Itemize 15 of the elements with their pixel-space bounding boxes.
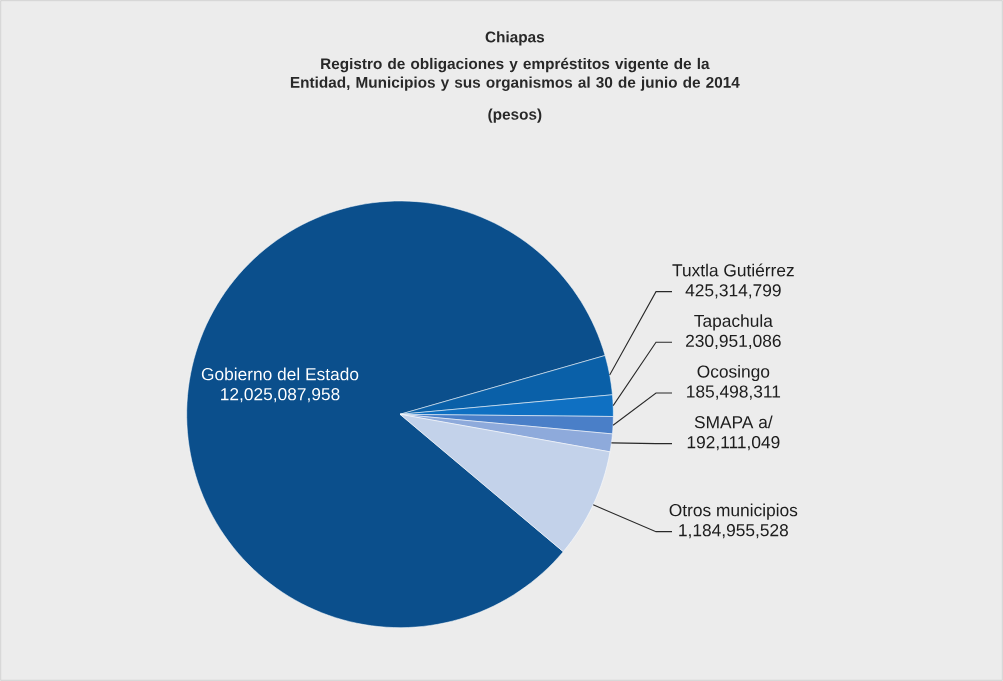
- slice-label: Otros municipios: [669, 503, 798, 520]
- slice-label: Gobierno del Estado: [201, 367, 359, 381]
- data-label: 1,184,955,528: [679, 524, 788, 539]
- data-label: 192,111,049: [687, 436, 780, 451]
- chart-title: Chiapas: [485, 31, 545, 46]
- slice-label: SMAPA a/: [694, 415, 773, 429]
- data-label: 185,498,311: [687, 385, 781, 400]
- data-label: 425,314,799: [685, 284, 781, 299]
- text: (pesos): [488, 108, 542, 123]
- slice-label: Ocosingo: [697, 364, 770, 382]
- chart-subtitle: Registro de obligaciones y empréstitos vigente de la Entidad, Municipios y sus organismos al 30 de junio de 2014: [290, 57, 740, 91]
- data-label: 230,951,086: [686, 334, 781, 350]
- slice-label: Tuxtla Gutiérrez: [672, 263, 794, 277]
- slice-label: Tapachula: [694, 314, 773, 331]
- data-label: 12,025,087,958: [221, 388, 340, 403]
